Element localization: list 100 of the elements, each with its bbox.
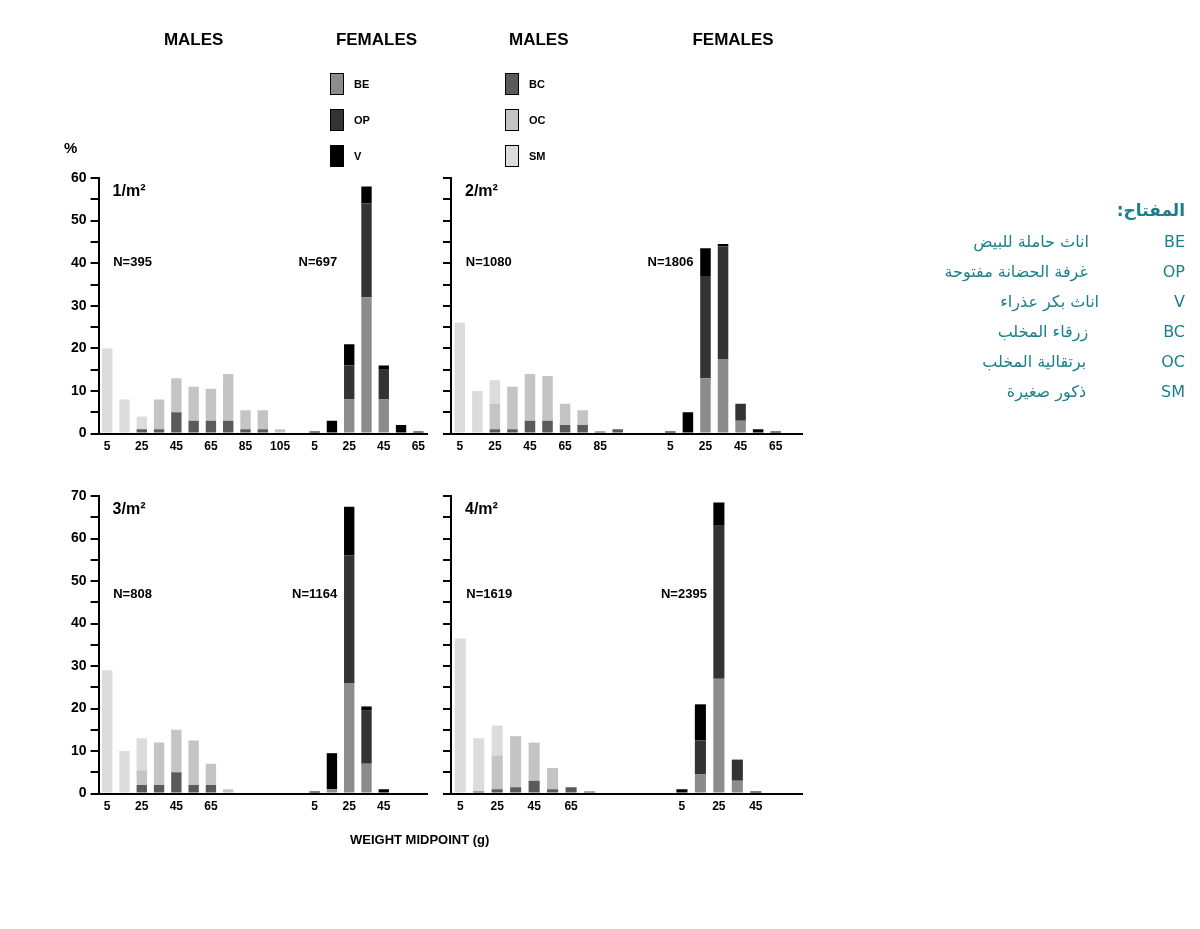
x-tick-label: 65 [411,439,426,454]
bar [344,683,355,793]
x-tick-label: 25 [342,799,357,814]
bar [717,359,729,433]
bar [731,759,743,781]
bar [171,772,182,793]
x-tick-label: 45 [527,799,542,814]
bar [559,425,571,433]
text: اناث حاملة للبيض [973,231,1089,251]
annotation: N=2395 [660,585,707,601]
x-tick-label: 5 [311,799,319,814]
bar [361,203,372,298]
y-tick-label: 30 [70,296,87,313]
bar [542,376,553,421]
y-tick-label: 60 [70,529,87,546]
chart-title: 1/m² [112,182,146,200]
bar [205,388,217,421]
text: V [1174,291,1185,311]
text: ذكور صغيرة [1006,381,1087,401]
text: BE [1163,231,1185,251]
bar [171,412,182,433]
annotation: N=1164 [292,585,338,601]
x-tick-label: 105 [270,439,291,454]
bar [240,410,251,430]
bar [547,768,559,790]
bar [524,373,536,421]
bar [524,420,536,433]
bar [205,763,217,786]
y-tick-label: 20 [70,699,87,716]
y-tick-label: 0 [78,424,87,441]
x-tick-label: 25 [488,439,502,454]
bar [472,391,483,433]
y-tick-label: 70 [70,486,87,503]
legend-label: V [354,150,362,162]
bar [153,785,165,793]
bar [153,742,165,786]
x-tick-label: 25 [698,439,713,454]
bar [454,322,466,433]
x-tick-label: 5 [456,799,464,814]
bar [344,344,355,366]
x-tick-label: 25 [135,439,149,454]
bar [528,780,540,793]
y-tick-label: 20 [70,339,87,356]
x-tick-label: 25 [490,799,505,814]
bar [257,429,268,433]
bar [491,725,503,756]
bar [713,678,725,793]
x-tick-label: 45 [749,799,763,814]
annotation: N=808 [113,585,152,601]
bar [713,502,725,526]
x-tick-label: 25 [135,799,149,814]
x-tick-label: 25 [712,799,726,814]
text: اناث بكر عذراء [1000,291,1100,311]
bar [257,410,268,430]
bar [577,425,588,433]
x-tick-label: 45 [377,799,391,814]
bar [378,369,389,400]
bar [136,785,147,793]
bar [188,420,199,433]
bar [205,420,217,433]
legend-label: OP [354,114,370,126]
bar [136,429,147,433]
y-tick-label: 10 [70,741,87,758]
text: المفتاح: [1115,200,1185,220]
bar [223,789,234,793]
legend-label: BC [529,78,545,90]
bar [735,403,746,421]
bar [489,380,501,404]
x-tick-label: 65 [204,799,218,814]
bar [102,348,113,433]
legend-label: BE [354,78,370,90]
x-tick-label: 5 [311,439,319,454]
bar [344,399,355,433]
bar [188,785,199,793]
text: FEMALES [692,30,774,50]
text: BC [1163,321,1185,341]
bar [136,770,147,786]
x-tick-label: 45 [523,439,537,454]
text: OP [1162,261,1185,281]
bar [694,704,706,741]
bar [223,373,234,421]
y-axis-title: % [63,138,78,156]
bar [542,420,553,433]
x-tick-label: 85 [593,439,608,454]
x-tick-label: 65 [769,439,783,454]
bar [344,506,355,556]
bar [136,416,147,430]
bar [694,774,706,793]
bar [153,399,165,430]
bar [510,787,522,793]
bar [326,789,338,793]
bar [700,378,711,433]
text: برتقالية المخلب [982,351,1087,371]
chart-title: 3/m² [112,500,146,518]
annotation: N=1080 [465,253,512,269]
x-axis-title: WEIGHT MIDPOINT (g) [350,832,490,847]
bar [717,246,729,360]
y-tick-label: 40 [70,614,87,631]
y-tick-label: 30 [70,656,87,673]
bar [119,751,130,793]
